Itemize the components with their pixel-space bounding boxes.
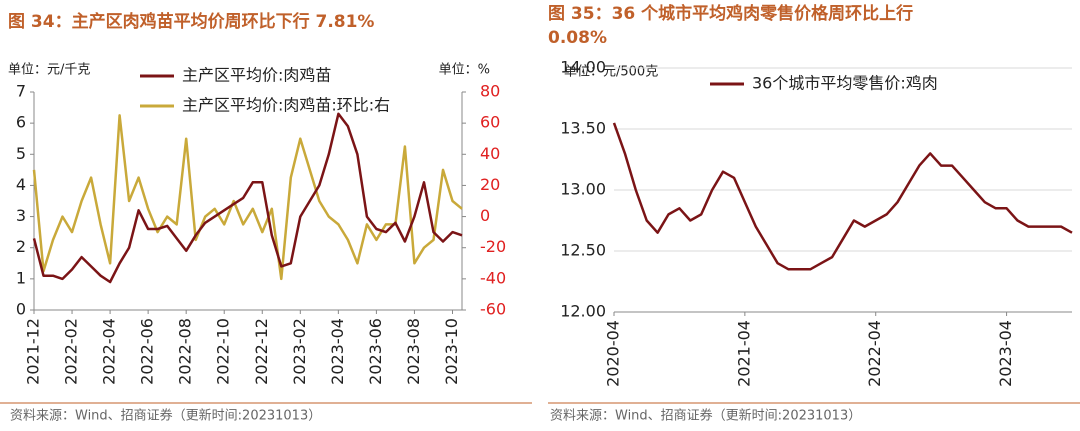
y-tick-label: 12.50: [560, 241, 606, 260]
x-tick-label: 2023-10: [442, 318, 461, 385]
legend-label: 主产区平均价:肉鸡苗:环比:右: [182, 96, 390, 115]
y2-tick-label: 20: [480, 175, 500, 194]
y2-tick-label: -40: [480, 268, 506, 287]
x-tick-label: 2023-08: [404, 318, 423, 385]
y-tick-label: 13.50: [560, 119, 606, 138]
y-tick-label: 12.00: [560, 302, 606, 321]
y-tick-label: 14.00: [560, 58, 606, 77]
x-tick-label: 2022-08: [176, 318, 195, 385]
x-tick-label: 2022-02: [62, 318, 81, 385]
line-series: [32, 114, 463, 281]
x-tick-label: 2023-04: [328, 318, 347, 385]
y-tick-label: 1: [16, 268, 26, 287]
line-series: [612, 122, 1073, 271]
source: 资料来源：Wind、招商证券（更新时间:20231013）: [10, 408, 321, 424]
y2-tick-label: 0: [480, 206, 490, 225]
y2-tick-label: -20: [480, 237, 506, 256]
y2-unit: 单位：%: [439, 63, 490, 78]
y-tick-label: 13.00: [560, 180, 606, 199]
y-tick-label: 4: [16, 175, 26, 194]
y-tick-label: 0: [16, 300, 26, 319]
chart-title: 图 35：36 个城市平均鸡肉零售价格周环比上行 0.08%: [548, 3, 913, 48]
source: 资料来源：Wind、招商证券（更新时间:20231013）: [550, 408, 861, 424]
x-tick-label: 2023-06: [366, 318, 385, 385]
legend-label: 36个城市平均零售价:鸡肉: [752, 74, 938, 93]
y-unit: 单位：元/千克: [8, 63, 90, 78]
x-tick-label: 2020-04: [604, 320, 623, 387]
x-tick-label: 2022-04: [865, 320, 884, 387]
x-tick-label: 2022-10: [214, 318, 233, 385]
x-tick-label: 2023-02: [290, 318, 309, 385]
y-tick-label: 5: [16, 144, 26, 163]
y-tick-label: 2: [16, 237, 26, 256]
chart-title: 图 34：主产区肉鸡苗平均价周环比下行 7.81%: [8, 11, 374, 32]
y2-tick-label: 80: [480, 82, 500, 101]
legend-label: 主产区平均价:肉鸡苗: [182, 66, 331, 85]
y2-tick-label: -60: [480, 300, 506, 319]
y-tick-label: 3: [16, 206, 26, 225]
x-tick-label: 2021-12: [24, 318, 43, 385]
x-tick-label: 2022-04: [100, 318, 119, 385]
x-tick-label: 2023-04: [996, 320, 1015, 387]
y2-tick-label: 60: [480, 113, 500, 132]
x-tick-label: 2022-06: [138, 318, 157, 385]
x-tick-label: 2021-04: [734, 320, 753, 387]
line-series: [32, 112, 463, 284]
y-tick-label: 6: [16, 113, 26, 132]
y2-tick-label: 40: [480, 144, 500, 163]
x-tick-label: 2022-12: [252, 318, 271, 385]
y-tick-label: 7: [16, 82, 26, 101]
